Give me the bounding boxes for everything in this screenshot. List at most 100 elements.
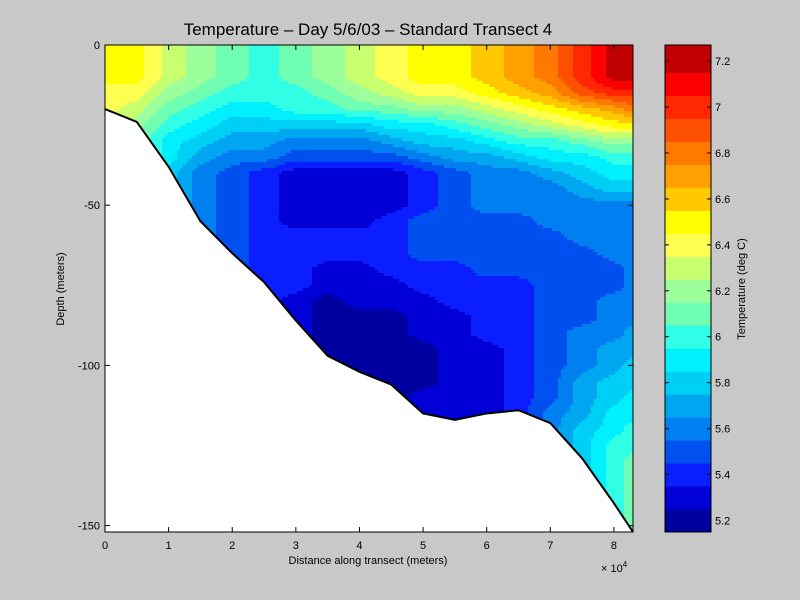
temperature-cell (621, 93, 625, 97)
temperature-cell (459, 123, 463, 127)
temperature-cell (309, 84, 313, 88)
temperature-cell (243, 57, 247, 61)
temperature-cell (615, 69, 619, 73)
temperature-cell (222, 120, 226, 124)
temperature-cell (555, 87, 559, 91)
temperature-cell (630, 90, 634, 94)
temperature-cell (483, 126, 487, 130)
temperature-cell (231, 60, 235, 64)
temperature-cell (135, 48, 139, 52)
temperature-cell (345, 90, 349, 94)
temperature-cell (591, 111, 595, 115)
temperature-cell (240, 63, 244, 67)
temperature-cell (477, 48, 481, 52)
temperature-cell (141, 66, 145, 70)
temperature-cell (201, 45, 205, 49)
temperature-cell (225, 111, 229, 115)
temperature-cell (249, 96, 253, 100)
temperature-cell (291, 111, 295, 115)
temperature-cell (552, 45, 556, 49)
temperature-cell (264, 111, 268, 115)
temperature-cell (378, 69, 382, 73)
temperature-cell (201, 69, 205, 73)
temperature-cell (480, 45, 484, 49)
temperature-cell (126, 69, 130, 73)
temperature-cell (594, 99, 598, 103)
temperature-cell (342, 69, 346, 73)
temperature-cell (510, 78, 514, 82)
temperature-cell (132, 90, 136, 94)
temperature-cell (552, 99, 556, 103)
temperature-cell (585, 57, 589, 61)
temperature-cell (453, 111, 457, 115)
temperature-cell (237, 60, 241, 64)
temperature-cell (141, 54, 145, 58)
temperature-cell (192, 60, 196, 64)
temperature-cell (591, 78, 595, 82)
temperature-cell (522, 114, 526, 118)
temperature-cell (411, 111, 415, 115)
temperature-cell (399, 99, 403, 103)
temperature-cell (285, 96, 289, 100)
temperature-cell (486, 93, 490, 97)
temperature-cell (270, 81, 274, 85)
temperature-cell (621, 111, 625, 115)
temperature-cell (582, 96, 586, 100)
temperature-cell (225, 48, 229, 52)
temperature-cell (591, 57, 595, 61)
temperature-cell (282, 129, 286, 133)
temperature-cell (189, 69, 193, 73)
temperature-cell (303, 78, 307, 82)
temperature-cell (294, 72, 298, 76)
temperature-cell (513, 108, 517, 112)
temperature-cell (150, 93, 154, 97)
temperature-cell (297, 69, 301, 73)
temperature-cell (459, 63, 463, 67)
temperature-cell (447, 69, 451, 73)
temperature-cell (324, 96, 328, 100)
temperature-cell (255, 51, 259, 55)
temperature-cell (360, 123, 364, 127)
temperature-cell (261, 60, 265, 64)
temperature-cell (321, 45, 325, 49)
temperature-cell (498, 57, 502, 61)
temperature-cell (420, 66, 424, 70)
temperature-cell (153, 81, 157, 85)
temperature-cell (126, 84, 130, 88)
temperature-cell (336, 93, 340, 97)
temperature-cell (414, 93, 418, 97)
temperature-cell (498, 60, 502, 64)
temperature-cell (255, 117, 259, 121)
temperature-cell (381, 123, 385, 127)
temperature-cell (453, 63, 457, 67)
temperature-cell (516, 45, 520, 49)
temperature-cell (135, 117, 139, 121)
temperature-cell (222, 69, 226, 73)
temperature-cell (381, 93, 385, 97)
temperature-cell (618, 63, 622, 67)
temperature-cell (231, 90, 235, 94)
temperature-cell (534, 81, 538, 85)
temperature-cell (318, 45, 322, 49)
temperature-cell (177, 63, 181, 67)
temperature-cell (219, 78, 223, 82)
temperature-cell (411, 108, 415, 112)
temperature-cell (399, 96, 403, 100)
temperature-cell (216, 48, 220, 52)
temperature-cell (381, 111, 385, 115)
temperature-cell (459, 90, 463, 94)
temperature-cell (411, 45, 415, 49)
temperature-cell (495, 96, 499, 100)
temperature-cell (273, 90, 277, 94)
temperature-cell (303, 114, 307, 118)
temperature-cell (180, 45, 184, 49)
temperature-cell (198, 114, 202, 118)
temperature-cell (129, 81, 133, 85)
temperature-cell (357, 90, 361, 94)
temperature-cell (306, 129, 310, 133)
temperature-cell (471, 114, 475, 118)
temperature-cell (429, 54, 433, 58)
temperature-cell (456, 117, 460, 121)
temperature-cell (321, 72, 325, 76)
temperature-cell (183, 63, 187, 67)
